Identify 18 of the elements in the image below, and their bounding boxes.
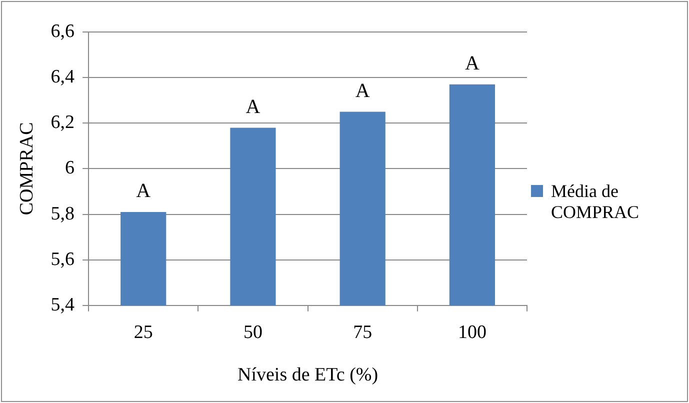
x-tick-label: 75 — [353, 322, 372, 343]
y-tick-label: 6 — [65, 158, 75, 179]
x-tick-label: 50 — [243, 322, 262, 343]
y-tick-label: 5,4 — [50, 294, 76, 316]
y-tick-label: 6,2 — [50, 112, 75, 134]
y-tick-label: 6,4 — [50, 66, 76, 88]
data-label: A — [246, 96, 261, 118]
data-label: A — [136, 180, 152, 202]
legend-label: Média de COMPRAC — [551, 180, 640, 222]
x-axis-title: Níveis de ETc (%) — [237, 364, 378, 386]
x-tick-label: 25 — [134, 322, 153, 343]
data-label: A — [355, 80, 370, 102]
data-label: A — [464, 52, 480, 75]
y-tick-label: 5,8 — [50, 203, 75, 224]
x-tick-label: 100 — [458, 322, 486, 343]
y-axis-title: COMPRAC — [16, 122, 38, 216]
y-tick-label: 5,6 — [50, 248, 75, 270]
y-tick-label: 6,6 — [50, 20, 75, 42]
